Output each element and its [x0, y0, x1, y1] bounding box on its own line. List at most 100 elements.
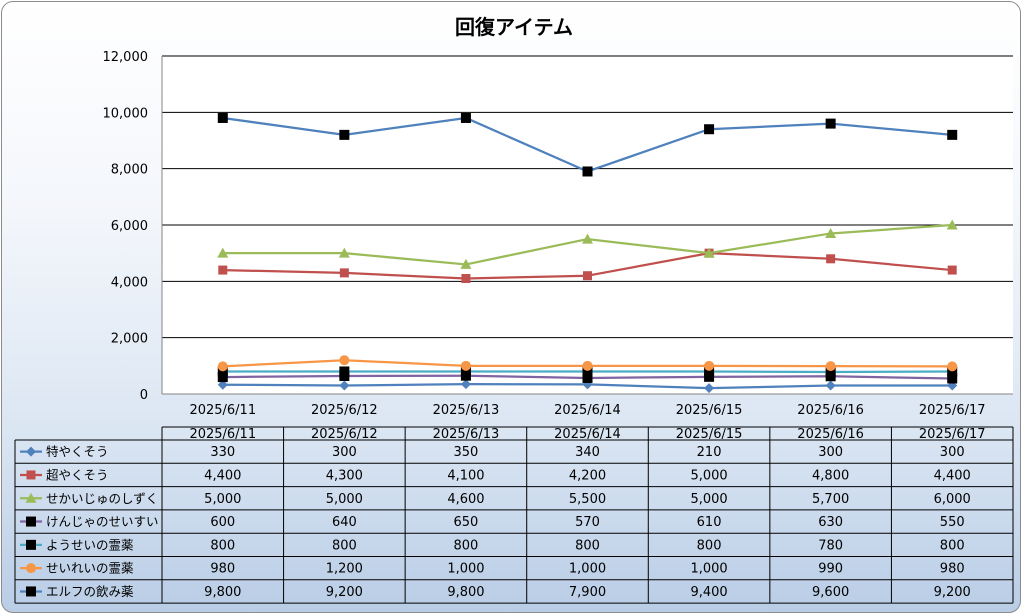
data-point — [704, 366, 715, 377]
data-point — [338, 247, 350, 258]
data-point — [26, 470, 36, 480]
table-cell: 9,400 — [690, 585, 727, 600]
table-cell: 9,600 — [812, 585, 849, 600]
table-cell: 1,000 — [690, 562, 727, 577]
data-point — [26, 563, 36, 574]
x-tick-label: 2025/6/17 — [919, 403, 986, 418]
table-header-cell: 2025/6/13 — [433, 427, 500, 442]
table-cell: 4,800 — [812, 468, 849, 483]
data-point — [582, 360, 593, 371]
series — [217, 219, 958, 269]
table-cell: 4,100 — [447, 468, 484, 483]
data-point — [217, 379, 228, 390]
data-point — [217, 372, 228, 383]
table-cell: 1,000 — [447, 562, 484, 577]
y-axis: 0 2,000 4,000 6,000 8,000 10,000 12,000 — [103, 50, 149, 403]
table-header-cell: 2025/6/11 — [189, 427, 256, 442]
y-tick-label: 0 — [140, 388, 148, 403]
data-point — [460, 366, 471, 377]
table-cell: 4,600 — [447, 492, 484, 507]
table-cell: 800 — [575, 538, 600, 553]
table-cell: 4,300 — [326, 468, 363, 483]
table-cell: 630 — [818, 515, 843, 530]
data-point — [217, 366, 228, 377]
data-point — [704, 371, 715, 382]
series — [217, 112, 958, 177]
table-cell: 800 — [332, 538, 357, 553]
table-cell: 5,500 — [569, 492, 606, 507]
table-cell: 5,000 — [326, 492, 363, 507]
table-cell: 980 — [210, 562, 235, 577]
table-cell: 550 — [940, 515, 965, 530]
data-point — [947, 129, 958, 140]
data-point — [26, 446, 36, 457]
table-cell: 610 — [697, 515, 722, 530]
data-point — [582, 233, 593, 244]
table-header-cell: 2025/6/17 — [919, 427, 986, 442]
table-cell: 9,800 — [447, 585, 484, 600]
data-point — [947, 265, 957, 275]
data-point — [217, 247, 229, 258]
table-cell: 210 — [697, 445, 722, 460]
table-cell: 800 — [210, 538, 235, 553]
table-cell: 4,400 — [934, 468, 971, 483]
data-point — [339, 366, 350, 377]
data-point — [582, 366, 593, 377]
table-cell: 1,200 — [326, 562, 363, 577]
data-point — [26, 586, 36, 597]
x-tick-label: 2025/6/12 — [311, 403, 378, 418]
series-lines — [217, 112, 958, 394]
table-header-cell: 2025/6/12 — [311, 427, 378, 442]
data-point — [461, 274, 471, 284]
table-cell: 780 — [818, 538, 843, 553]
data-point — [825, 118, 836, 129]
table-header-cell: 2025/6/14 — [554, 427, 621, 442]
data-point — [946, 219, 958, 230]
table-header-cell: 2025/6/15 — [676, 427, 743, 442]
data-point — [218, 265, 228, 275]
table-cell: 300 — [940, 445, 965, 460]
data-point — [826, 254, 836, 264]
table-cell: 1,000 — [569, 562, 606, 577]
y-tick-label: 6,000 — [111, 219, 148, 234]
series — [217, 355, 958, 372]
x-axis: 2025/6/11 2025/6/12 2025/6/13 2025/6/14 2025… — [189, 403, 985, 418]
data-point — [825, 367, 836, 378]
x-tick-label: 2025/6/15 — [676, 403, 743, 418]
table-cell: 5,000 — [690, 492, 727, 507]
table-cell: 5,700 — [812, 492, 849, 507]
data-point — [339, 380, 350, 391]
table-cell: 350 — [454, 445, 479, 460]
legend-label: エルフの飲み薬 — [46, 584, 134, 599]
data-point — [339, 129, 350, 140]
legend-label: 特やくそう — [46, 444, 109, 459]
data-point — [825, 227, 837, 238]
data-point — [460, 258, 472, 269]
data-point — [583, 271, 592, 281]
data-point — [703, 247, 715, 258]
table-cell: 800 — [454, 538, 479, 553]
y-tick-label: 8,000 — [111, 163, 148, 178]
y-tick-label: 2,000 — [111, 332, 148, 347]
data-point — [947, 361, 958, 372]
y-tick-label: 10,000 — [103, 106, 149, 121]
x-tick-label: 2025/6/13 — [433, 403, 500, 418]
table-cell: 5,000 — [204, 492, 241, 507]
table-cell: 340 — [575, 445, 600, 460]
legend-label: 超やくそう — [46, 467, 109, 482]
data-point — [339, 355, 350, 366]
data-point — [26, 539, 36, 550]
y-tick-label: 4,000 — [111, 275, 148, 290]
data-point — [825, 361, 836, 372]
x-tick-label: 2025/6/16 — [797, 403, 864, 418]
table-cell: 640 — [332, 515, 357, 530]
legend-label: せいれいの霊薬 — [46, 561, 134, 576]
data-point — [26, 516, 36, 527]
data-table: 2025/6/11 2025/6/12 2025/6/13 2025/6/14 2025… — [14, 426, 1014, 604]
table-cell: 9,200 — [934, 585, 971, 600]
data-point — [704, 383, 715, 394]
table-cell: 300 — [332, 445, 357, 460]
data-point — [339, 268, 349, 278]
